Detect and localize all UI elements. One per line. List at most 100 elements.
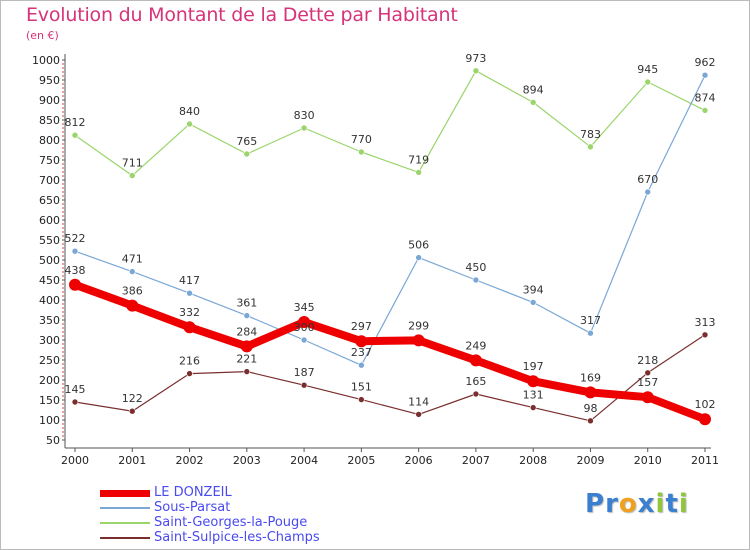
data-label: 218 <box>637 354 658 367</box>
data-point <box>128 268 136 275</box>
logo-letter: P <box>585 489 606 519</box>
series-line <box>74 334 706 422</box>
legend-label: Sous-Parsat <box>154 500 231 515</box>
data-label: 317 <box>580 314 601 327</box>
y-tick-label: 250 <box>39 354 60 367</box>
y-tick-label: 100 <box>39 414 60 427</box>
data-point <box>644 188 652 196</box>
data-point <box>183 321 196 334</box>
data-label: 471 <box>122 253 143 266</box>
data-label: 313 <box>695 316 716 329</box>
legend-label: LE DONZEIL <box>154 485 232 500</box>
data-point <box>358 361 365 369</box>
data-label: 122 <box>122 392 143 405</box>
data-point <box>529 99 537 106</box>
data-point <box>701 71 709 79</box>
y-tick-label: 550 <box>39 234 60 247</box>
y-tick-label: 450 <box>39 274 60 287</box>
series-2 <box>71 67 709 179</box>
data-label: 783 <box>580 128 601 141</box>
data-label: 874 <box>695 91 716 104</box>
data-label: 332 <box>179 306 200 319</box>
data-label: 770 <box>351 133 372 146</box>
data-point <box>587 329 594 337</box>
logo-letter: i <box>655 489 666 519</box>
y-tick-label: 350 <box>39 314 60 327</box>
series-1 <box>71 71 709 369</box>
data-point <box>240 340 253 353</box>
x-tick-label: 2004 <box>290 454 318 467</box>
data-point <box>186 370 193 377</box>
data-label: 840 <box>179 105 200 118</box>
data-label: 300 <box>294 321 315 334</box>
data-point <box>415 254 422 261</box>
data-label: 131 <box>523 389 544 402</box>
data-point <box>412 334 425 347</box>
data-point <box>243 312 251 319</box>
y-tick-label: 700 <box>39 174 60 187</box>
x-tick-label: 2000 <box>61 454 89 467</box>
data-point <box>472 276 480 284</box>
data-point <box>527 375 540 388</box>
y-tick-label: 750 <box>39 154 60 167</box>
series-line <box>74 74 706 366</box>
data-label: 438 <box>65 264 86 277</box>
data-label: 157 <box>637 376 658 389</box>
y-tick-label: 950 <box>39 74 60 87</box>
x-tick-label: 2006 <box>405 454 433 467</box>
data-label: 297 <box>351 320 372 333</box>
data-point <box>358 148 365 156</box>
y-tick-label: 200 <box>39 374 60 387</box>
data-label: 670 <box>637 173 658 186</box>
logo-letter: i <box>678 489 689 519</box>
data-point <box>298 316 311 328</box>
data-point <box>644 78 652 86</box>
series-3 <box>71 331 709 425</box>
data-label: 711 <box>122 157 143 170</box>
data-label: 962 <box>695 56 716 69</box>
data-point <box>186 289 193 297</box>
data-point <box>126 299 139 312</box>
data-label: 114 <box>408 395 429 408</box>
data-point <box>243 150 251 158</box>
data-label: 145 <box>65 383 86 396</box>
data-point <box>71 398 79 406</box>
y-tick-label: 500 <box>39 254 60 267</box>
proxiti-logo: Proxiti <box>585 489 689 519</box>
data-point <box>300 336 308 344</box>
x-tick-label: 2010 <box>634 454 662 467</box>
legend-swatch <box>100 507 150 509</box>
data-label: 973 <box>465 52 486 65</box>
data-point <box>701 107 709 114</box>
data-label: 284 <box>236 325 257 338</box>
data-point <box>69 278 81 291</box>
y-tick-label: 400 <box>39 294 60 307</box>
data-label: 765 <box>236 135 257 148</box>
series-line <box>74 70 706 177</box>
legend-swatch <box>100 522 150 524</box>
chart-subtitle: (en €) <box>26 29 59 42</box>
x-tick-label: 2008 <box>519 454 547 467</box>
data-point <box>587 417 594 425</box>
data-point <box>584 386 597 399</box>
logo-letter: o <box>618 489 638 519</box>
y-tick-label: 850 <box>39 114 60 127</box>
data-label: 719 <box>408 153 429 166</box>
legend-label: Saint-Georges-la-Pouge <box>154 515 308 530</box>
y-tick-label: 800 <box>39 134 60 147</box>
x-tick-label: 2011 <box>691 454 719 467</box>
data-point <box>128 407 136 415</box>
data-point <box>300 124 308 132</box>
data-point <box>699 413 711 426</box>
data-label: 361 <box>236 297 257 310</box>
data-point <box>587 143 594 151</box>
chart-axes: 50 100 150 200 250 300 350 400 450 500 550 600 650 70… <box>32 54 719 467</box>
y-tick-label: 650 <box>39 194 60 207</box>
data-label: 830 <box>294 109 315 122</box>
data-point <box>186 120 193 128</box>
data-point <box>355 335 368 348</box>
data-label: 98 <box>583 402 597 415</box>
data-point <box>243 368 251 375</box>
data-label: 299 <box>408 319 429 332</box>
x-tick-label: 2007 <box>462 454 490 467</box>
